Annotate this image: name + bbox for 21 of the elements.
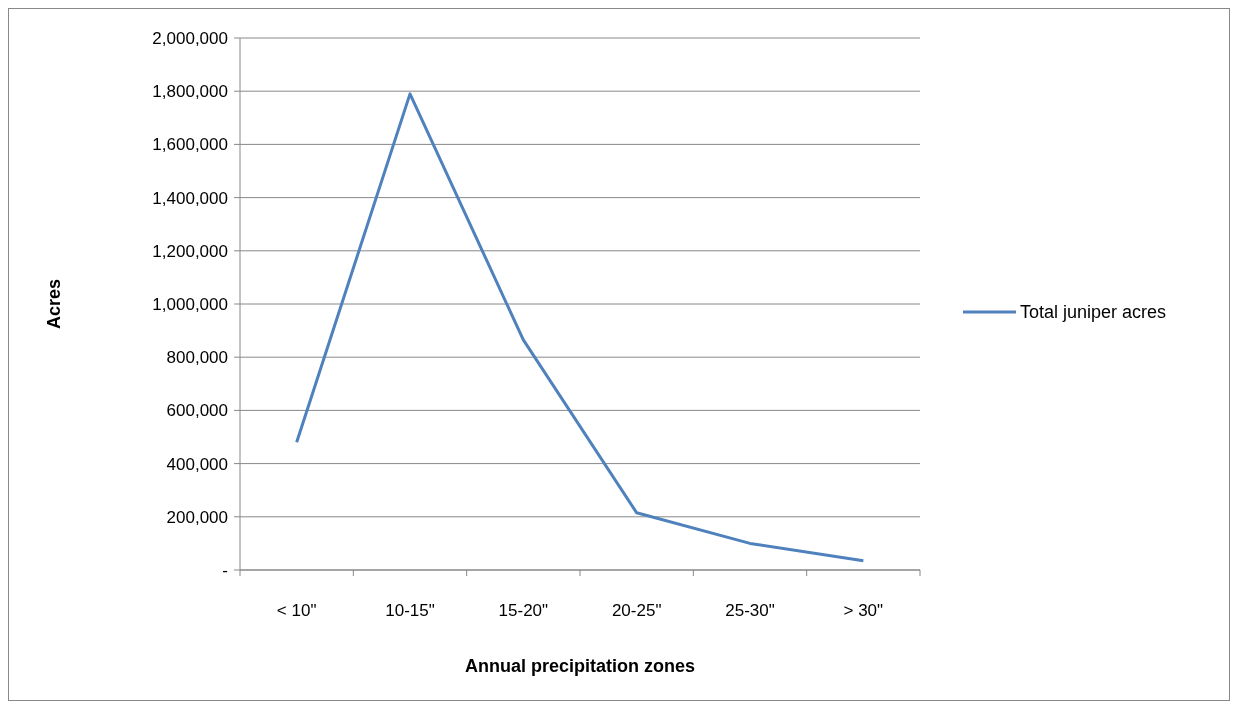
y-tick-label: 1,800,000	[152, 82, 228, 102]
y-tick-label: 2,000,000	[152, 28, 228, 48]
legend-label: Total juniper acres	[1020, 302, 1167, 323]
y-tick-label: 600,000	[166, 401, 228, 421]
y-tick-label: 1,600,000	[152, 135, 228, 155]
y-tick-label: 200,000	[166, 507, 228, 527]
y-axis-title: Acres	[44, 278, 64, 330]
y-tick-label: 800,000	[166, 348, 228, 368]
y-tick-label: -	[222, 560, 228, 580]
x-tick-label: 15-20"	[498, 601, 549, 620]
x-tick-label: < 10"	[276, 601, 317, 620]
x-tick-label: 25-30"	[725, 601, 775, 620]
y-tick-label: 1,000,000	[152, 294, 228, 314]
x-tick-label: > 30"	[843, 601, 884, 620]
x-tick-label: 20-25"	[611, 601, 662, 620]
line-series	[295, 92, 865, 563]
x-tick-label: 10-15"	[385, 601, 435, 620]
y-tick-label: 1,200,000	[152, 241, 228, 261]
y-tick-label: 400,000	[166, 454, 228, 474]
x-axis-title: Annual precipitation zones	[464, 656, 696, 676]
y-tick-label: 1,400,000	[152, 188, 228, 208]
